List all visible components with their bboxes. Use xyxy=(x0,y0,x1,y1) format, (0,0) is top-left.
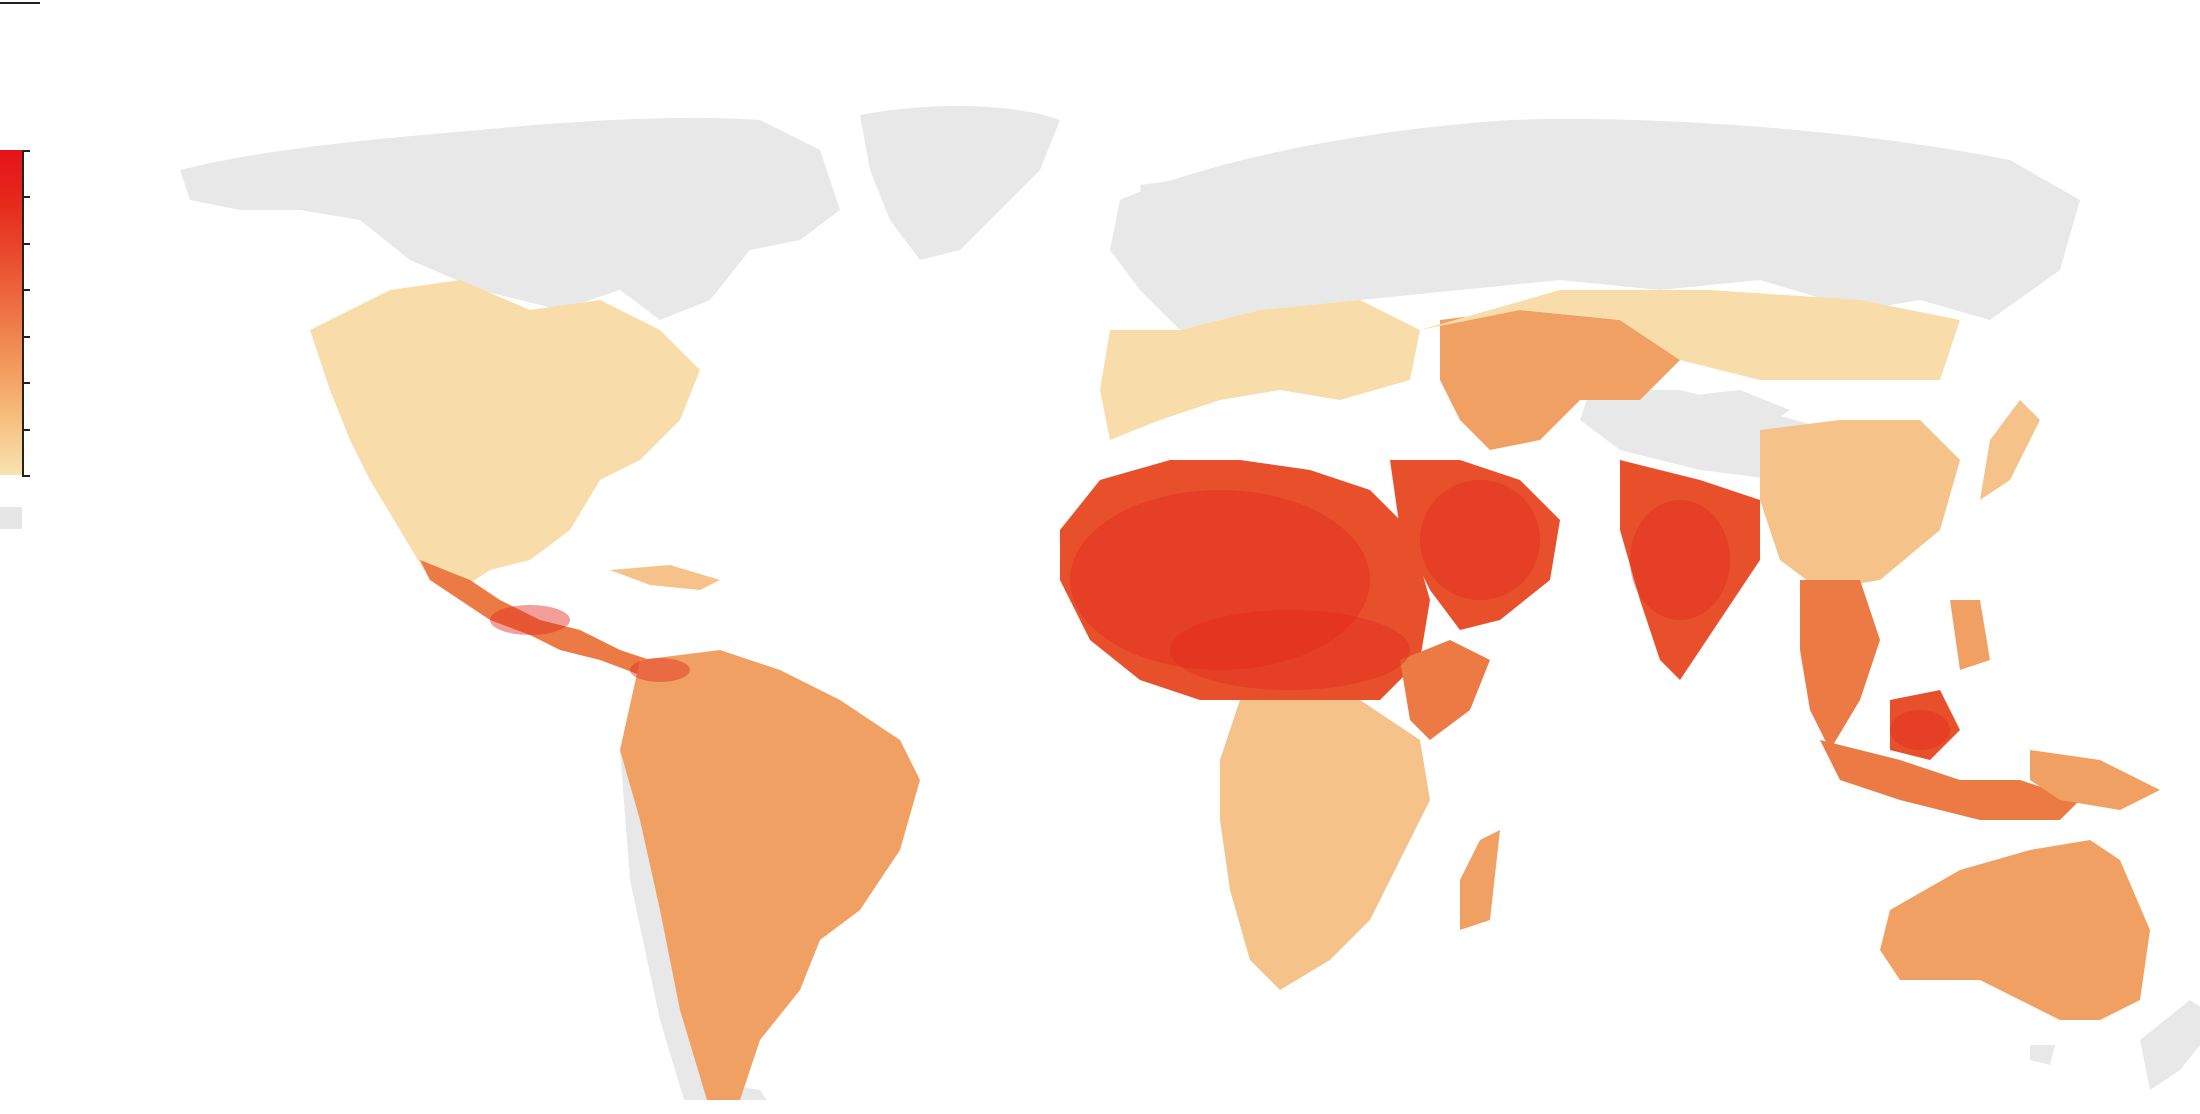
legend-tick xyxy=(22,150,30,152)
legend-tick xyxy=(22,382,30,384)
legend-color-bar xyxy=(0,150,22,475)
landmass-eurasia-north xyxy=(1110,119,2080,331)
region-south-america xyxy=(620,650,920,1100)
region-australia xyxy=(1880,840,2150,1020)
legend-tick xyxy=(22,336,30,338)
region-borneo xyxy=(1890,690,1960,760)
hotspot-borneo xyxy=(1890,710,1950,750)
hotspot-arabia xyxy=(1420,480,1540,600)
region-japan xyxy=(1980,400,2040,500)
color-legend xyxy=(0,150,40,530)
world-map-canvas xyxy=(180,105,2200,1100)
hotspot-colombia xyxy=(630,658,690,682)
region-southeast-asia xyxy=(1800,580,1880,750)
hotspot-sahara xyxy=(1070,490,1370,670)
heat-hotspots xyxy=(490,480,1950,750)
legend-axis-line xyxy=(22,150,24,477)
hotspot-india xyxy=(1630,500,1730,620)
region-arabia xyxy=(1390,460,1560,630)
legend-no-data-swatch xyxy=(0,507,22,529)
world-map xyxy=(60,60,2200,1100)
landmass-north-america-north xyxy=(180,118,840,320)
region-horn-africa xyxy=(1400,640,1490,740)
heat-land xyxy=(310,280,2160,1100)
legend-tick xyxy=(22,475,30,477)
region-north-africa xyxy=(1060,460,1430,700)
landmass-greenland xyxy=(860,105,1060,260)
hotspot-central-america xyxy=(490,605,570,635)
region-india xyxy=(1620,460,1760,680)
legend-tick xyxy=(22,243,30,245)
region-new-guinea xyxy=(2030,750,2160,810)
hotspot-sahel xyxy=(1170,610,1410,690)
region-north-america xyxy=(310,280,700,590)
landmass-mongolia xyxy=(1650,390,1790,430)
top-rule xyxy=(0,2,40,4)
region-philippines xyxy=(1950,600,1990,670)
region-indonesia xyxy=(1820,740,2080,820)
legend-tick xyxy=(22,429,30,431)
region-central-asia xyxy=(1440,310,1680,450)
region-europe xyxy=(1100,300,1420,440)
landmass-tasmania xyxy=(2030,1045,2055,1065)
region-caribbean xyxy=(610,565,720,590)
region-southern-africa xyxy=(1220,700,1430,990)
legend-tick xyxy=(22,289,30,291)
landmass-new-zealand xyxy=(2140,1000,2200,1090)
legend-tick xyxy=(22,196,30,198)
region-madagascar xyxy=(1460,830,1500,930)
region-russia-south xyxy=(1420,290,1960,380)
region-central-america xyxy=(420,560,650,675)
region-east-asia xyxy=(1760,420,1960,590)
